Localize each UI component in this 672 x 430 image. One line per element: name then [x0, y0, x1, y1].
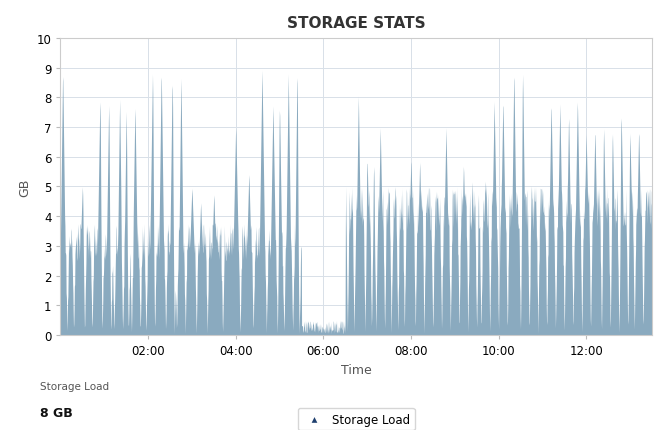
Text: 8 GB: 8 GB	[40, 406, 73, 419]
Text: Storage Load: Storage Load	[40, 381, 110, 391]
Legend: Storage Load: Storage Load	[298, 408, 415, 430]
X-axis label: Time: Time	[341, 363, 372, 376]
Title: STORAGE STATS: STORAGE STATS	[287, 15, 425, 31]
Y-axis label: GB: GB	[18, 178, 31, 196]
